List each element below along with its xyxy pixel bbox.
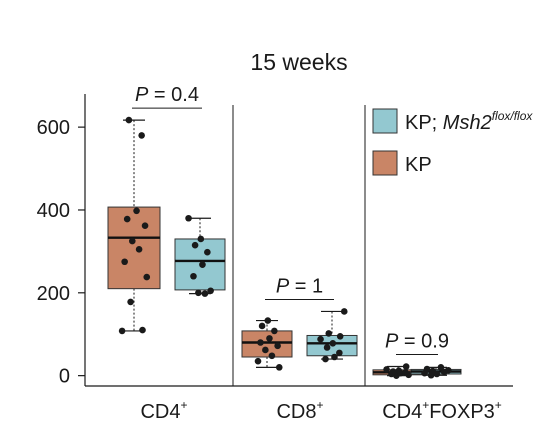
data-point <box>262 346 269 354</box>
box-1-0 <box>241 317 293 371</box>
data-point <box>123 215 131 223</box>
data-point <box>317 335 324 343</box>
data-point <box>268 352 276 360</box>
p-value-label: P = 1 <box>276 275 323 297</box>
data-point <box>383 366 390 373</box>
y-tick-label: 400 <box>37 200 70 222</box>
data-point <box>129 237 136 245</box>
box-iqr <box>107 206 161 290</box>
data-point <box>275 364 283 371</box>
data-point <box>118 327 126 335</box>
x-axis-label: CD8+ <box>276 398 323 423</box>
data-point <box>138 132 145 139</box>
data-point <box>336 332 344 340</box>
x-axis-label: CD4+FOXP3+ <box>382 398 502 423</box>
y-axis-ticks: 0 200 400 600 <box>37 117 85 388</box>
box-1-1 <box>306 308 358 363</box>
data-point <box>199 261 206 268</box>
data-point <box>254 357 262 365</box>
legend-swatch <box>372 150 398 176</box>
chart-title: 15 weeks <box>250 49 347 75</box>
data-point <box>395 367 403 374</box>
data-point <box>125 116 133 124</box>
data-point <box>322 355 329 363</box>
chart-legend: KP; Msh2flox/flox KP <box>372 108 533 176</box>
data-point <box>135 246 143 253</box>
data-point <box>185 214 192 222</box>
p-value-label: P = 0.4 <box>135 84 199 106</box>
data-point <box>133 207 140 215</box>
box-2-0 <box>372 363 424 379</box>
data-point <box>266 335 273 342</box>
box-0-0 <box>107 116 161 335</box>
data-point <box>423 365 431 373</box>
data-point <box>143 273 151 281</box>
data-point <box>402 363 410 370</box>
data-point <box>141 222 149 230</box>
box-plot-area <box>107 116 462 379</box>
data-point <box>190 272 197 280</box>
data-point <box>444 366 452 374</box>
data-point <box>121 258 128 266</box>
p-value-annotations: P = 0.4 P = 1 P = 0.9 <box>132 84 449 356</box>
data-point <box>437 364 445 371</box>
y-tick-label: 0 <box>59 366 70 388</box>
y-tick-label: 200 <box>37 283 70 305</box>
data-point <box>127 298 134 306</box>
data-point <box>191 241 199 249</box>
x-axis-label: CD4+ <box>140 398 187 423</box>
data-point <box>329 340 337 347</box>
box-0-1 <box>174 214 226 297</box>
data-point <box>264 317 272 324</box>
legend-label: KP; Msh2flox/flox <box>405 109 533 134</box>
data-point <box>258 322 266 330</box>
data-point <box>207 287 214 295</box>
legend-label: KP <box>405 154 432 176</box>
data-point <box>336 349 343 357</box>
data-point <box>204 248 211 256</box>
data-point <box>197 235 205 243</box>
data-point <box>139 326 146 334</box>
data-point <box>331 353 338 361</box>
legend-swatch <box>372 108 398 134</box>
y-tick-label: 600 <box>37 117 70 139</box>
box-iqr <box>241 330 293 358</box>
data-point <box>340 308 348 315</box>
box-2-1 <box>410 364 462 379</box>
data-point <box>429 367 437 375</box>
data-point <box>195 289 202 297</box>
data-point <box>274 342 281 350</box>
data-point <box>257 339 264 346</box>
data-point <box>389 368 397 375</box>
data-point <box>325 330 333 337</box>
data-point <box>201 290 209 297</box>
data-point <box>323 344 331 351</box>
data-point <box>271 327 278 335</box>
p-value-label: P = 0.9 <box>385 331 449 353</box>
data-point <box>402 369 409 376</box>
x-axis-labels: CD4+ CD8+ CD4+FOXP3+ <box>140 398 501 423</box>
